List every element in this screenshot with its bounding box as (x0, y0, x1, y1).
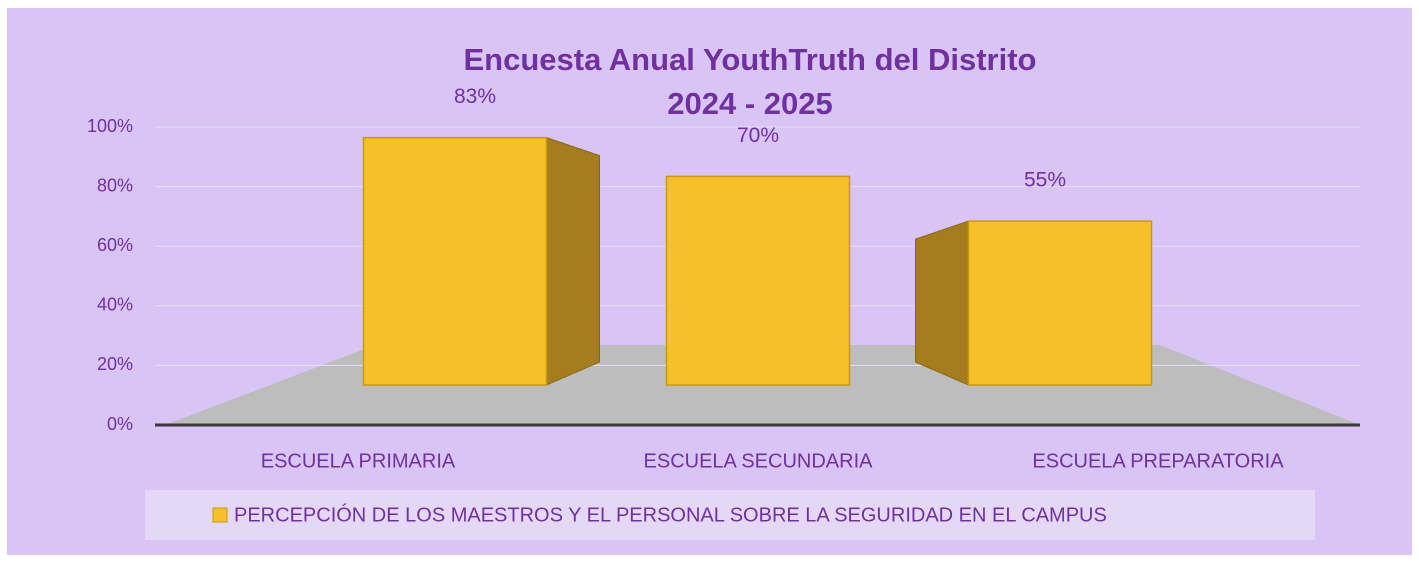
legend-box (145, 490, 1315, 540)
data-label: 55% (1024, 169, 1066, 192)
bar (665, 175, 851, 386)
data-label: 83% (454, 85, 496, 108)
bar-side (915, 220, 969, 386)
y-tick-label: 60% (97, 235, 133, 255)
x-tick-label: ESCUELA PREPARATORIA (1032, 450, 1284, 472)
chart-title: Encuesta Anual YouthTruth del Distrito (464, 42, 1037, 77)
y-tick-label: 0% (107, 414, 133, 434)
x-tick-label: ESCUELA PRIMARIA (261, 450, 456, 472)
y-tick-label: 40% (97, 295, 133, 315)
y-tick-label: 80% (97, 175, 133, 195)
data-label: 70% (737, 124, 779, 147)
bar-side (546, 136, 600, 386)
bar (362, 136, 548, 386)
x-tick-label: ESCUELA SECUNDARIA (644, 450, 874, 472)
y-tick-label: 20% (97, 354, 133, 374)
legend-swatch (212, 507, 228, 523)
legend-label: PERCEPCIÓN DE LOS MAESTROS Y EL PERSONAL… (234, 503, 1107, 526)
bar (967, 220, 1153, 386)
y-tick-label: 100% (87, 116, 133, 136)
chart-subtitle: 2024 - 2025 (667, 86, 832, 121)
